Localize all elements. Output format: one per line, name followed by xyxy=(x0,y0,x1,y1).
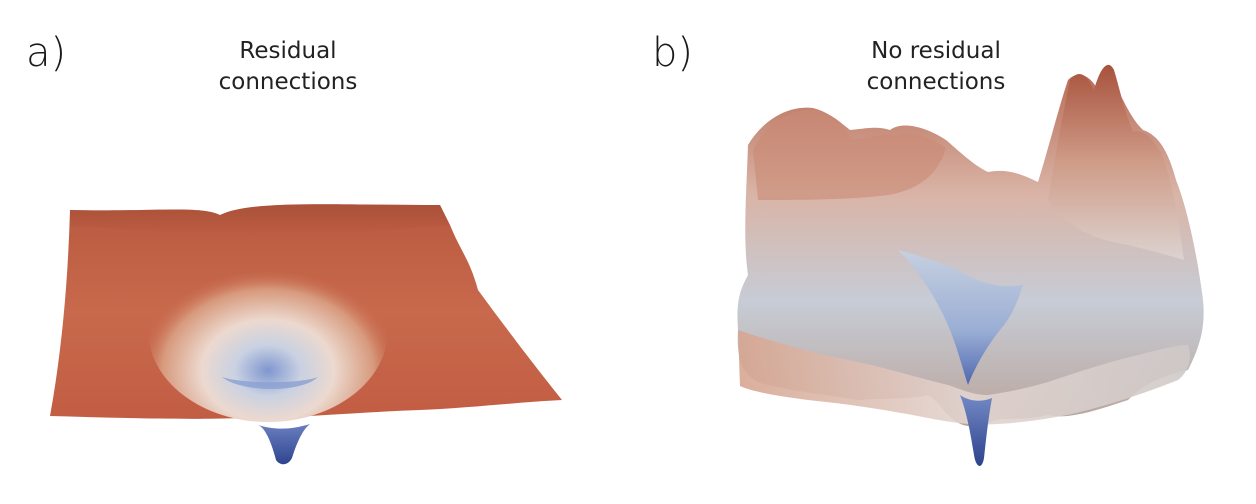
hill-left xyxy=(753,109,946,200)
panel-letter: a) xyxy=(26,30,67,76)
panel-title-line-2: connections xyxy=(218,69,358,95)
peak-cluster xyxy=(1048,64,1184,260)
panel-title-line-2: connections xyxy=(866,69,1006,95)
valley xyxy=(898,250,1023,385)
chaotic-loss-surface xyxy=(737,64,1204,466)
basin xyxy=(148,238,388,422)
panel-title: Residual connections xyxy=(168,36,408,98)
panel-title-line-1: Residual xyxy=(239,38,337,64)
front-ledge xyxy=(738,330,1190,425)
panel-title-line-1: No residual xyxy=(871,38,1001,64)
panel-letter: b) xyxy=(652,30,693,76)
panel-title: No residual connections xyxy=(816,36,1056,98)
minimum-spike xyxy=(960,395,992,466)
panel-residual: a) Residual connections xyxy=(0,0,620,504)
panel-no-residual: b) No residual connections xyxy=(628,0,1256,504)
minimum-spike xyxy=(258,424,310,465)
smooth-loss-surface xyxy=(50,204,562,465)
